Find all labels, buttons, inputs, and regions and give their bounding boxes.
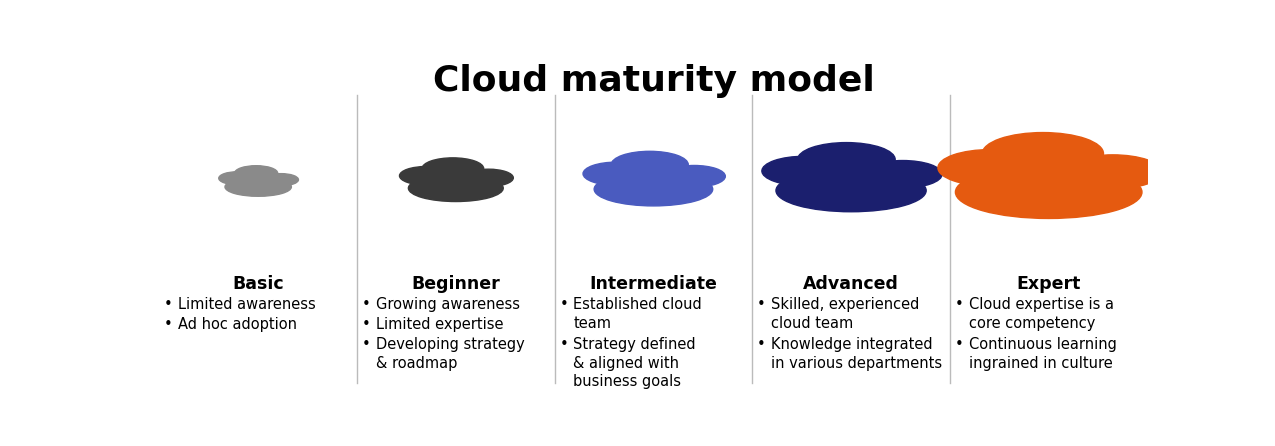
Text: Advanced: Advanced bbox=[803, 275, 899, 293]
Text: •: • bbox=[757, 337, 770, 352]
Circle shape bbox=[422, 158, 483, 179]
Ellipse shape bbox=[408, 175, 504, 202]
Circle shape bbox=[399, 166, 453, 185]
Text: •: • bbox=[560, 337, 572, 352]
Ellipse shape bbox=[966, 152, 1131, 188]
Text: Limited awareness: Limited awareness bbox=[179, 297, 316, 312]
Circle shape bbox=[264, 173, 298, 186]
Text: Skilled, experienced
cloud team: Skilled, experienced cloud team bbox=[771, 297, 919, 331]
Text: Strategy defined
& aligned with
business goals: Strategy defined & aligned with business… bbox=[574, 337, 696, 389]
Circle shape bbox=[219, 172, 256, 185]
Ellipse shape bbox=[414, 168, 497, 186]
Circle shape bbox=[863, 161, 942, 188]
Text: Ad hoc adoption: Ad hoc adoption bbox=[179, 317, 297, 332]
Text: Knowledge integrated
in various departments: Knowledge integrated in various departme… bbox=[771, 337, 942, 371]
Text: •: • bbox=[164, 297, 177, 312]
Ellipse shape bbox=[224, 178, 292, 196]
Text: Beginner: Beginner bbox=[412, 275, 500, 293]
Text: Developing strategy
& roadmap: Developing strategy & roadmap bbox=[376, 337, 524, 371]
Ellipse shape bbox=[785, 158, 917, 187]
Circle shape bbox=[938, 149, 1043, 186]
Text: Growing awareness: Growing awareness bbox=[376, 297, 520, 312]
Text: Continuous learning
ingrained in culture: Continuous learning ingrained in culture bbox=[969, 337, 1117, 371]
Ellipse shape bbox=[594, 173, 713, 206]
Text: •: • bbox=[955, 297, 968, 312]
Text: Established cloud
team: Established cloud team bbox=[574, 297, 703, 331]
Ellipse shape bbox=[230, 173, 287, 186]
Text: Intermediate: Intermediate bbox=[589, 275, 718, 293]
Text: •: • bbox=[757, 297, 770, 312]
Ellipse shape bbox=[602, 163, 705, 186]
Circle shape bbox=[235, 166, 278, 181]
Text: Basic: Basic bbox=[232, 275, 284, 293]
Text: Expert: Expert bbox=[1016, 275, 1081, 293]
Text: •: • bbox=[362, 317, 375, 332]
Ellipse shape bbox=[955, 166, 1142, 219]
Text: Cloud maturity model: Cloud maturity model bbox=[432, 64, 875, 98]
Text: Cloud expertise is a
core competency: Cloud expertise is a core competency bbox=[969, 297, 1113, 331]
Text: Limited expertise: Limited expertise bbox=[376, 317, 504, 332]
Circle shape bbox=[762, 156, 847, 186]
Circle shape bbox=[982, 132, 1103, 175]
Circle shape bbox=[798, 143, 895, 177]
Text: •: • bbox=[362, 297, 375, 312]
Text: •: • bbox=[955, 337, 968, 352]
Text: •: • bbox=[362, 337, 375, 352]
Circle shape bbox=[611, 151, 689, 178]
Circle shape bbox=[583, 162, 650, 185]
Circle shape bbox=[1063, 155, 1162, 189]
Circle shape bbox=[663, 165, 725, 187]
Text: •: • bbox=[560, 297, 572, 312]
Ellipse shape bbox=[776, 169, 926, 212]
Text: •: • bbox=[164, 317, 177, 332]
Circle shape bbox=[464, 169, 514, 186]
